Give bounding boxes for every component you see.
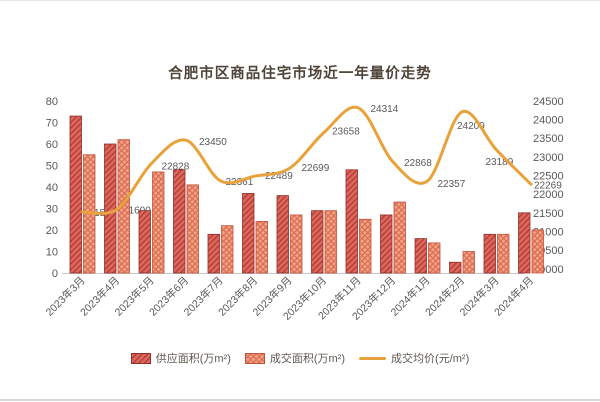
screenshot-top-edge xyxy=(0,0,600,1)
supply-bar xyxy=(380,214,393,274)
transaction-bar xyxy=(221,225,234,274)
transaction-swatch-icon xyxy=(244,352,265,364)
price-point-label: 22269 xyxy=(534,180,562,191)
right-axis-tick: 23000 xyxy=(533,152,564,164)
supply-bar xyxy=(69,115,82,274)
transaction-bar xyxy=(117,139,130,274)
left-axis-tick: 40 xyxy=(46,182,58,194)
price-point-label: 22868 xyxy=(404,158,432,169)
legend-label-supply: 供应面积(万m²) xyxy=(155,353,231,365)
supply-bar xyxy=(449,261,462,274)
supply-bar xyxy=(483,233,496,274)
left-axis-tick: 70 xyxy=(46,117,58,129)
legend-item-transaction: 成交面积(万m²) xyxy=(244,350,346,366)
legend-label-transaction: 成交面积(万m²) xyxy=(269,353,346,365)
price-point-label: 22489 xyxy=(265,171,293,182)
chart-title: 合肥市区商品住宅市场近一年量价走势 xyxy=(168,66,432,82)
left-axis-tick: 10 xyxy=(46,246,58,258)
transaction-bar xyxy=(186,184,199,274)
supply-bar xyxy=(414,238,427,274)
legend-item-price: 成交均价(元/m²) xyxy=(359,350,469,366)
left-axis-tick: 50 xyxy=(46,160,58,172)
transaction-bar xyxy=(531,229,544,274)
supply-bar xyxy=(207,233,220,274)
transaction-bar xyxy=(428,242,441,274)
price-point-label: 23189 xyxy=(486,157,514,168)
supply-bar xyxy=(104,143,117,274)
screenshot-bottom-edge xyxy=(0,399,600,401)
left-axis-tick: 30 xyxy=(46,203,58,215)
transaction-bar xyxy=(255,220,268,274)
price-point-label: 24314 xyxy=(371,104,399,115)
price-label-layer: 21530 21600228282345022361224892269923658… xyxy=(89,104,563,219)
supply-bar xyxy=(311,210,324,274)
transaction-bar xyxy=(393,201,406,274)
right-axis-tick: 24500 xyxy=(533,96,564,108)
price-point-label: 22357 xyxy=(438,179,466,190)
supply-bar xyxy=(173,169,186,274)
transaction-bar xyxy=(290,214,303,274)
right-axis-tick: 22000 xyxy=(533,189,564,201)
price-point-label: 22699 xyxy=(302,163,330,174)
left-axis-tick: 0 xyxy=(52,268,58,280)
supply-bar xyxy=(518,212,531,274)
right-axis-tick: 24000 xyxy=(533,114,564,126)
price-line-layer xyxy=(81,105,533,216)
transaction-bar xyxy=(497,233,510,274)
transaction-bar xyxy=(152,171,165,274)
legend-label-price: 成交均价(元/m²) xyxy=(391,353,470,365)
price-point-label: 23658 xyxy=(332,126,360,137)
supply-bar xyxy=(276,195,289,274)
right-axis-tick: 22500 xyxy=(533,170,564,182)
left-axis-tick: 80 xyxy=(46,96,58,108)
bars-layer xyxy=(69,115,544,274)
supply-bar xyxy=(345,169,358,274)
supply-bar xyxy=(242,193,255,274)
right-axis-tick: 21500 xyxy=(533,208,564,220)
price-point-label: 22828 xyxy=(162,161,190,172)
price-point-label: 24209 xyxy=(457,121,485,132)
left-axis-tick: 20 xyxy=(46,225,58,237)
supply-bar xyxy=(138,210,151,274)
legend: 供应面积(万m²) 成交面积(万m²) 成交均价(元/m²) xyxy=(0,350,600,366)
left-axis-tick: 60 xyxy=(46,139,58,151)
transaction-bar xyxy=(324,210,337,274)
transaction-bar xyxy=(462,251,475,274)
price-line xyxy=(81,105,533,216)
price-point-label: 23450 xyxy=(199,137,227,148)
transaction-bar xyxy=(359,218,372,274)
price-line-swatch-icon xyxy=(359,356,387,360)
supply-swatch-icon xyxy=(130,352,151,364)
price-point-label: 21600 xyxy=(123,205,151,216)
right-axis-tick: 23500 xyxy=(533,133,564,145)
legend-item-supply: 供应面积(万m²) xyxy=(130,350,231,366)
